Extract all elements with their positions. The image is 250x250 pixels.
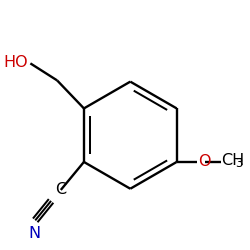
Text: HO: HO [3, 55, 28, 70]
Text: CH: CH [222, 153, 245, 168]
Text: C: C [55, 182, 66, 198]
Text: O: O [198, 154, 210, 170]
Text: N: N [28, 226, 40, 242]
Text: 3: 3 [235, 158, 243, 170]
